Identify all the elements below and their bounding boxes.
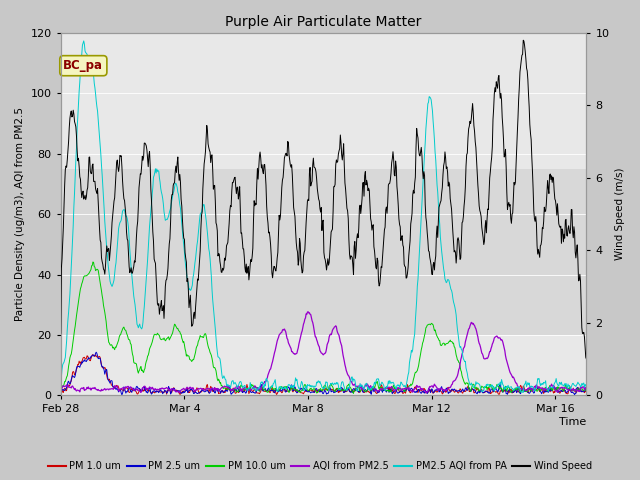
X-axis label: Time: Time <box>559 417 586 427</box>
Title: Purple Air Particulate Matter: Purple Air Particulate Matter <box>225 15 422 29</box>
Legend: PM 1.0 um, PM 2.5 um, PM 10.0 um, AQI from PM2.5, PM2.5 AQI from PA, Wind Speed: PM 1.0 um, PM 2.5 um, PM 10.0 um, AQI fr… <box>44 457 596 475</box>
Bar <box>61 169 586 335</box>
Y-axis label: Particle Density (ug/m3), AQI from PM2.5: Particle Density (ug/m3), AQI from PM2.5 <box>15 107 25 321</box>
Y-axis label: Wind Speed (m/s): Wind Speed (m/s) <box>615 168 625 261</box>
Text: BC_pa: BC_pa <box>63 59 103 72</box>
